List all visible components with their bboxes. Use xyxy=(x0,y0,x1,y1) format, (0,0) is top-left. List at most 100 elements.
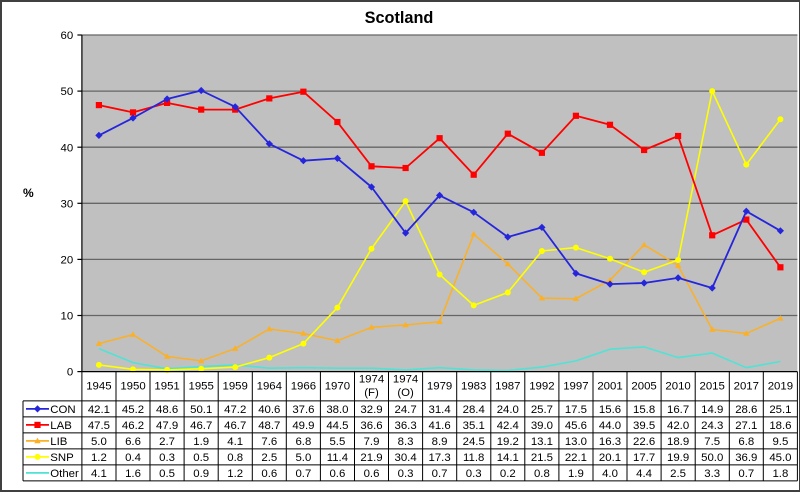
svg-text:1964: 1964 xyxy=(257,381,282,393)
svg-text:50.1: 50.1 xyxy=(190,404,212,416)
svg-text:LAB: LAB xyxy=(50,420,72,432)
svg-text:18.6: 18.6 xyxy=(769,420,791,432)
svg-text:24.3: 24.3 xyxy=(701,420,723,432)
svg-text:0.4: 0.4 xyxy=(125,452,141,464)
svg-text:27.1: 27.1 xyxy=(735,420,757,432)
svg-text:22.1: 22.1 xyxy=(565,452,587,464)
svg-text:16.7: 16.7 xyxy=(667,404,689,416)
svg-text:28.6: 28.6 xyxy=(735,404,757,416)
svg-text:%: % xyxy=(23,186,34,200)
svg-text:0.3: 0.3 xyxy=(159,452,175,464)
svg-text:40: 40 xyxy=(61,142,74,154)
svg-text:42.0: 42.0 xyxy=(667,420,689,432)
svg-text:7.6: 7.6 xyxy=(261,436,277,448)
svg-text:Scotland: Scotland xyxy=(365,9,434,27)
svg-text:3.3: 3.3 xyxy=(704,468,720,480)
svg-text:36.6: 36.6 xyxy=(360,420,382,432)
svg-text:48.6: 48.6 xyxy=(156,404,178,416)
svg-text:6.6: 6.6 xyxy=(125,436,141,448)
svg-text:0.5: 0.5 xyxy=(193,452,209,464)
svg-text:44.5: 44.5 xyxy=(326,420,348,432)
svg-text:LIB: LIB xyxy=(50,436,67,448)
svg-text:44.0: 44.0 xyxy=(599,420,621,432)
svg-text:1983: 1983 xyxy=(461,381,486,393)
svg-text:2010: 2010 xyxy=(665,381,690,393)
svg-text:41.6: 41.6 xyxy=(429,420,451,432)
svg-text:0.6: 0.6 xyxy=(261,468,277,480)
svg-text:15.8: 15.8 xyxy=(633,404,655,416)
svg-text:1979: 1979 xyxy=(427,381,452,393)
svg-text:17.5: 17.5 xyxy=(565,404,587,416)
svg-text:21.9: 21.9 xyxy=(360,452,382,464)
svg-text:45.6: 45.6 xyxy=(565,420,587,432)
svg-text:45.2: 45.2 xyxy=(122,404,144,416)
svg-text:1.9: 1.9 xyxy=(193,436,209,448)
svg-text:19.2: 19.2 xyxy=(497,436,519,448)
svg-text:47.5: 47.5 xyxy=(88,420,110,432)
svg-text:2005: 2005 xyxy=(631,381,656,393)
svg-text:46.7: 46.7 xyxy=(190,420,212,432)
svg-text:1974: 1974 xyxy=(359,374,384,386)
svg-text:47.2: 47.2 xyxy=(224,404,246,416)
svg-text:0.2: 0.2 xyxy=(500,468,516,480)
svg-text:1.2: 1.2 xyxy=(227,468,243,480)
svg-text:5.0: 5.0 xyxy=(295,452,311,464)
svg-text:7.5: 7.5 xyxy=(704,436,720,448)
svg-text:0.8: 0.8 xyxy=(227,452,243,464)
svg-text:47.9: 47.9 xyxy=(156,420,178,432)
svg-text:18.9: 18.9 xyxy=(667,436,689,448)
svg-text:0.3: 0.3 xyxy=(466,468,482,480)
svg-text:0.6: 0.6 xyxy=(364,468,380,480)
svg-text:46.7: 46.7 xyxy=(224,420,246,432)
svg-text:22.6: 22.6 xyxy=(633,436,655,448)
svg-text:31.4: 31.4 xyxy=(429,404,451,416)
svg-text:1945: 1945 xyxy=(86,381,111,393)
svg-text:14.1: 14.1 xyxy=(497,452,519,464)
svg-text:2015: 2015 xyxy=(700,381,725,393)
svg-text:2.5: 2.5 xyxy=(670,468,686,480)
svg-text:8.9: 8.9 xyxy=(432,436,448,448)
svg-text:1966: 1966 xyxy=(291,381,316,393)
svg-text:32.9: 32.9 xyxy=(360,404,382,416)
svg-text:0.7: 0.7 xyxy=(738,468,754,480)
svg-text:50.0: 50.0 xyxy=(701,452,723,464)
svg-text:36.3: 36.3 xyxy=(395,420,417,432)
svg-text:36.9: 36.9 xyxy=(735,452,757,464)
svg-text:Other: Other xyxy=(50,468,79,480)
svg-text:1992: 1992 xyxy=(529,381,554,393)
svg-text:(F): (F) xyxy=(364,387,379,399)
svg-text:0.9: 0.9 xyxy=(193,468,209,480)
svg-text:21.5: 21.5 xyxy=(531,452,553,464)
svg-text:25.1: 25.1 xyxy=(769,404,791,416)
svg-text:1955: 1955 xyxy=(189,381,214,393)
svg-text:7.9: 7.9 xyxy=(364,436,380,448)
svg-text:1987: 1987 xyxy=(495,381,520,393)
svg-text:9.5: 9.5 xyxy=(772,436,788,448)
svg-text:1959: 1959 xyxy=(223,381,248,393)
svg-text:1951: 1951 xyxy=(154,381,179,393)
svg-text:4.0: 4.0 xyxy=(602,468,618,480)
svg-text:35.1: 35.1 xyxy=(463,420,485,432)
svg-text:CON: CON xyxy=(50,404,75,416)
svg-text:8.3: 8.3 xyxy=(398,436,414,448)
svg-text:11.4: 11.4 xyxy=(327,452,348,464)
svg-text:39.0: 39.0 xyxy=(531,420,553,432)
svg-text:39.5: 39.5 xyxy=(633,420,655,432)
svg-text:1950: 1950 xyxy=(120,381,145,393)
svg-text:46.2: 46.2 xyxy=(122,420,144,432)
svg-text:1.9: 1.9 xyxy=(568,468,584,480)
svg-text:19.9: 19.9 xyxy=(667,452,689,464)
svg-text:10: 10 xyxy=(61,311,74,323)
svg-text:0.5: 0.5 xyxy=(159,468,175,480)
svg-text:0.3: 0.3 xyxy=(398,468,414,480)
svg-text:4.1: 4.1 xyxy=(227,436,243,448)
svg-text:20.1: 20.1 xyxy=(599,452,621,464)
svg-text:14.9: 14.9 xyxy=(701,404,723,416)
svg-text:SNP: SNP xyxy=(50,452,73,464)
svg-text:30.4: 30.4 xyxy=(395,452,417,464)
svg-text:1.2: 1.2 xyxy=(91,452,107,464)
svg-text:1974: 1974 xyxy=(393,374,418,386)
svg-text:0.7: 0.7 xyxy=(432,468,448,480)
svg-text:0.6: 0.6 xyxy=(329,468,345,480)
svg-text:0.7: 0.7 xyxy=(295,468,311,480)
